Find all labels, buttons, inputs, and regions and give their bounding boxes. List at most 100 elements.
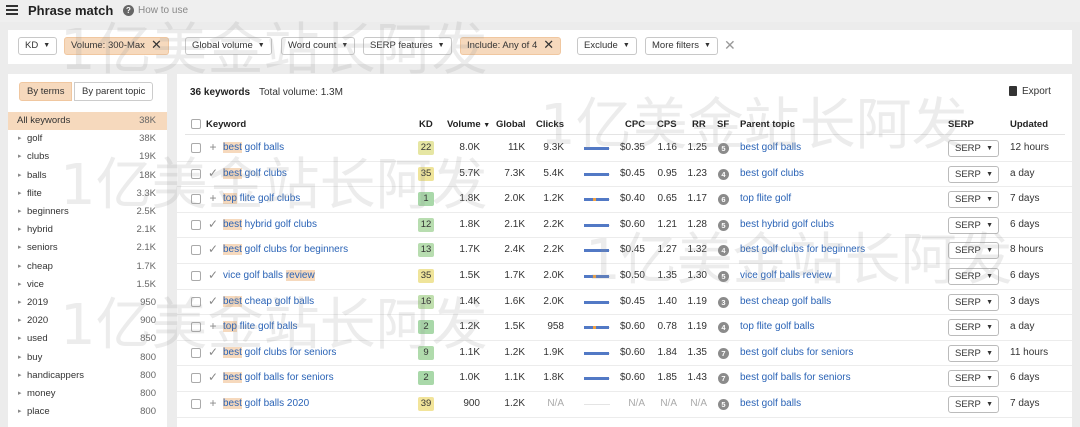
serp-features-badge[interactable]: 6 xyxy=(718,194,729,206)
serp-dropdown[interactable]: SERP ▼ xyxy=(948,268,999,285)
toggle-by-parent-topic[interactable]: By parent topic xyxy=(74,82,154,101)
keyword-link[interactable]: best golf clubs xyxy=(223,167,287,179)
add-icon[interactable]: + xyxy=(209,191,217,206)
row-checkbox[interactable] xyxy=(191,168,201,179)
parent-topic-link[interactable]: best golf balls for seniors xyxy=(740,372,851,384)
serp-features-badge[interactable]: 5 xyxy=(718,219,729,231)
term-item[interactable]: ▸ vice 1.5K xyxy=(8,276,167,294)
menu-icon[interactable] xyxy=(6,5,18,15)
parent-topic-link[interactable]: best golf balls xyxy=(740,398,802,409)
serp-dropdown[interactable]: SERP ▼ xyxy=(948,344,999,362)
row-checkbox[interactable] xyxy=(191,219,201,230)
term-item[interactable]: ▸ cheap 1.7K xyxy=(8,258,167,276)
keyword-link[interactable]: best hybrid golf clubs xyxy=(223,218,317,230)
col-updated[interactable]: Updated xyxy=(1010,119,1048,130)
row-checkbox[interactable] xyxy=(191,194,201,205)
serp-features-badge[interactable]: 4 xyxy=(718,245,729,257)
chevron-right-icon[interactable]: ▸ xyxy=(18,226,22,234)
filter-kd[interactable]: KD ▼ xyxy=(18,37,58,55)
serp-dropdown[interactable]: SERP ▼ xyxy=(948,165,999,183)
select-all-checkbox[interactable] xyxy=(191,119,201,129)
col-keyword[interactable]: Keyword xyxy=(206,119,247,130)
help-icon[interactable]: ? xyxy=(123,5,134,16)
term-item[interactable]: ▸ used 850 xyxy=(8,330,167,348)
serp-dropdown[interactable]: SERP ▼ xyxy=(948,242,999,260)
col-parent-topic[interactable]: Parent topic xyxy=(740,119,795,130)
keyword-link[interactable]: best golf balls xyxy=(223,142,284,153)
serp-features-badge[interactable]: 7 xyxy=(718,373,729,385)
term-item[interactable]: ▸ beginners 2.5K xyxy=(8,203,167,221)
term-item[interactable]: ▸ golf 38K xyxy=(8,130,167,148)
serp-features-badge[interactable]: 5 xyxy=(718,399,729,410)
chevron-right-icon[interactable]: ▸ xyxy=(18,208,22,215)
term-item[interactable]: ▸ seniors 2.1K xyxy=(8,239,167,257)
keyword-link[interactable]: top flite golf clubs xyxy=(223,193,300,205)
chevron-right-icon[interactable]: ▸ xyxy=(18,390,22,397)
term-item[interactable]: ▸ 2019 950 xyxy=(8,294,167,312)
keyword-link[interactable]: vice golf balls review xyxy=(223,270,315,281)
keyword-link[interactable]: best golf balls for seniors xyxy=(223,372,334,384)
add-icon[interactable]: + xyxy=(209,140,217,154)
keyword-link[interactable]: best golf clubs for seniors xyxy=(223,346,336,358)
close-icon[interactable]: ✕ xyxy=(150,37,162,52)
row-checkbox[interactable] xyxy=(191,322,201,333)
add-icon[interactable]: + xyxy=(209,396,217,410)
chevron-right-icon[interactable]: ▸ xyxy=(18,262,22,270)
export-icon[interactable] xyxy=(1009,86,1017,96)
toggle-by-terms[interactable]: By terms xyxy=(19,82,73,101)
parent-topic-link[interactable]: best hybrid golf clubs xyxy=(740,218,834,230)
serp-dropdown[interactable]: SERP ▼ xyxy=(948,216,999,234)
keyword-link[interactable]: best cheap golf balls xyxy=(223,295,314,307)
col-clicks[interactable]: Clicks xyxy=(536,119,564,130)
chevron-right-icon[interactable]: ▸ xyxy=(18,135,22,143)
row-checkbox[interactable] xyxy=(191,373,201,384)
parent-topic-link[interactable]: best golf clubs xyxy=(740,167,804,179)
serp-features-badge[interactable]: 5 xyxy=(718,271,729,282)
parent-topic-link[interactable]: top flite golf xyxy=(740,193,792,205)
add-icon[interactable]: + xyxy=(209,319,217,334)
chevron-right-icon[interactable]: ▸ xyxy=(18,171,22,179)
col-serp[interactable]: SERP xyxy=(948,119,974,130)
chevron-right-icon[interactable]: ▸ xyxy=(18,244,22,252)
row-checkbox[interactable] xyxy=(191,271,201,281)
keyword-link[interactable]: best golf balls 2020 xyxy=(223,398,309,409)
serp-dropdown[interactable]: SERP ▼ xyxy=(948,293,999,311)
filter-volume[interactable]: Volume: 300-Max ✕ xyxy=(64,37,169,55)
parent-topic-link[interactable]: best golf clubs for seniors xyxy=(740,346,854,358)
serp-dropdown[interactable]: SERP ▼ xyxy=(948,140,999,157)
check-icon[interactable]: ✓ xyxy=(207,165,219,180)
serp-features-badge[interactable]: 4 xyxy=(718,168,729,180)
close-icon[interactable]: ✕ xyxy=(543,37,555,52)
parent-topic-link[interactable]: best golf balls xyxy=(740,142,802,153)
serp-dropdown[interactable]: SERP ▼ xyxy=(948,191,999,209)
col-cpc[interactable]: CPC xyxy=(625,119,646,130)
filter-word-count[interactable]: Word count ▼ xyxy=(281,37,356,55)
how-to-use-link[interactable]: How to use xyxy=(138,5,189,16)
term-item[interactable]: ▸ money 800 xyxy=(8,385,167,403)
check-icon[interactable]: ✓ xyxy=(207,370,219,385)
serp-features-badge[interactable]: 3 xyxy=(718,296,729,308)
chevron-right-icon[interactable]: ▸ xyxy=(18,408,22,416)
filter-serp-features[interactable]: SERP features ▼ xyxy=(363,37,452,55)
export-button[interactable]: Export xyxy=(1022,86,1051,97)
chevron-right-icon[interactable]: ▸ xyxy=(18,299,22,306)
chevron-right-icon[interactable]: ▸ xyxy=(18,317,22,325)
serp-features-badge[interactable]: 5 xyxy=(718,143,729,154)
row-checkbox[interactable] xyxy=(191,143,201,153)
chevron-right-icon[interactable]: ▸ xyxy=(18,371,22,379)
term-item[interactable]: ▸ balls 18K xyxy=(8,167,167,185)
check-icon[interactable]: ✓ xyxy=(207,268,219,282)
term-item[interactable]: ▸ handicappers 800 xyxy=(8,367,167,385)
col-global[interactable]: Global xyxy=(496,119,526,130)
chevron-right-icon[interactable]: ▸ xyxy=(18,353,22,361)
term-all-keywords[interactable]: All keywords 38K xyxy=(8,112,167,130)
term-item[interactable]: ▸ flite 3.3K xyxy=(8,185,167,203)
term-item[interactable]: ▸ buy 800 xyxy=(8,349,167,367)
term-item[interactable]: ▸ 2020 900 xyxy=(8,312,167,330)
parent-topic-link[interactable]: vice golf balls review xyxy=(740,270,832,281)
keyword-link[interactable]: best golf clubs for beginners xyxy=(223,244,348,256)
serp-dropdown[interactable]: SERP ▼ xyxy=(948,319,999,337)
filter-more[interactable]: More filters ▼ xyxy=(645,37,718,55)
chevron-right-icon[interactable]: ▸ xyxy=(18,153,22,161)
serp-dropdown[interactable]: SERP ▼ xyxy=(948,396,999,413)
